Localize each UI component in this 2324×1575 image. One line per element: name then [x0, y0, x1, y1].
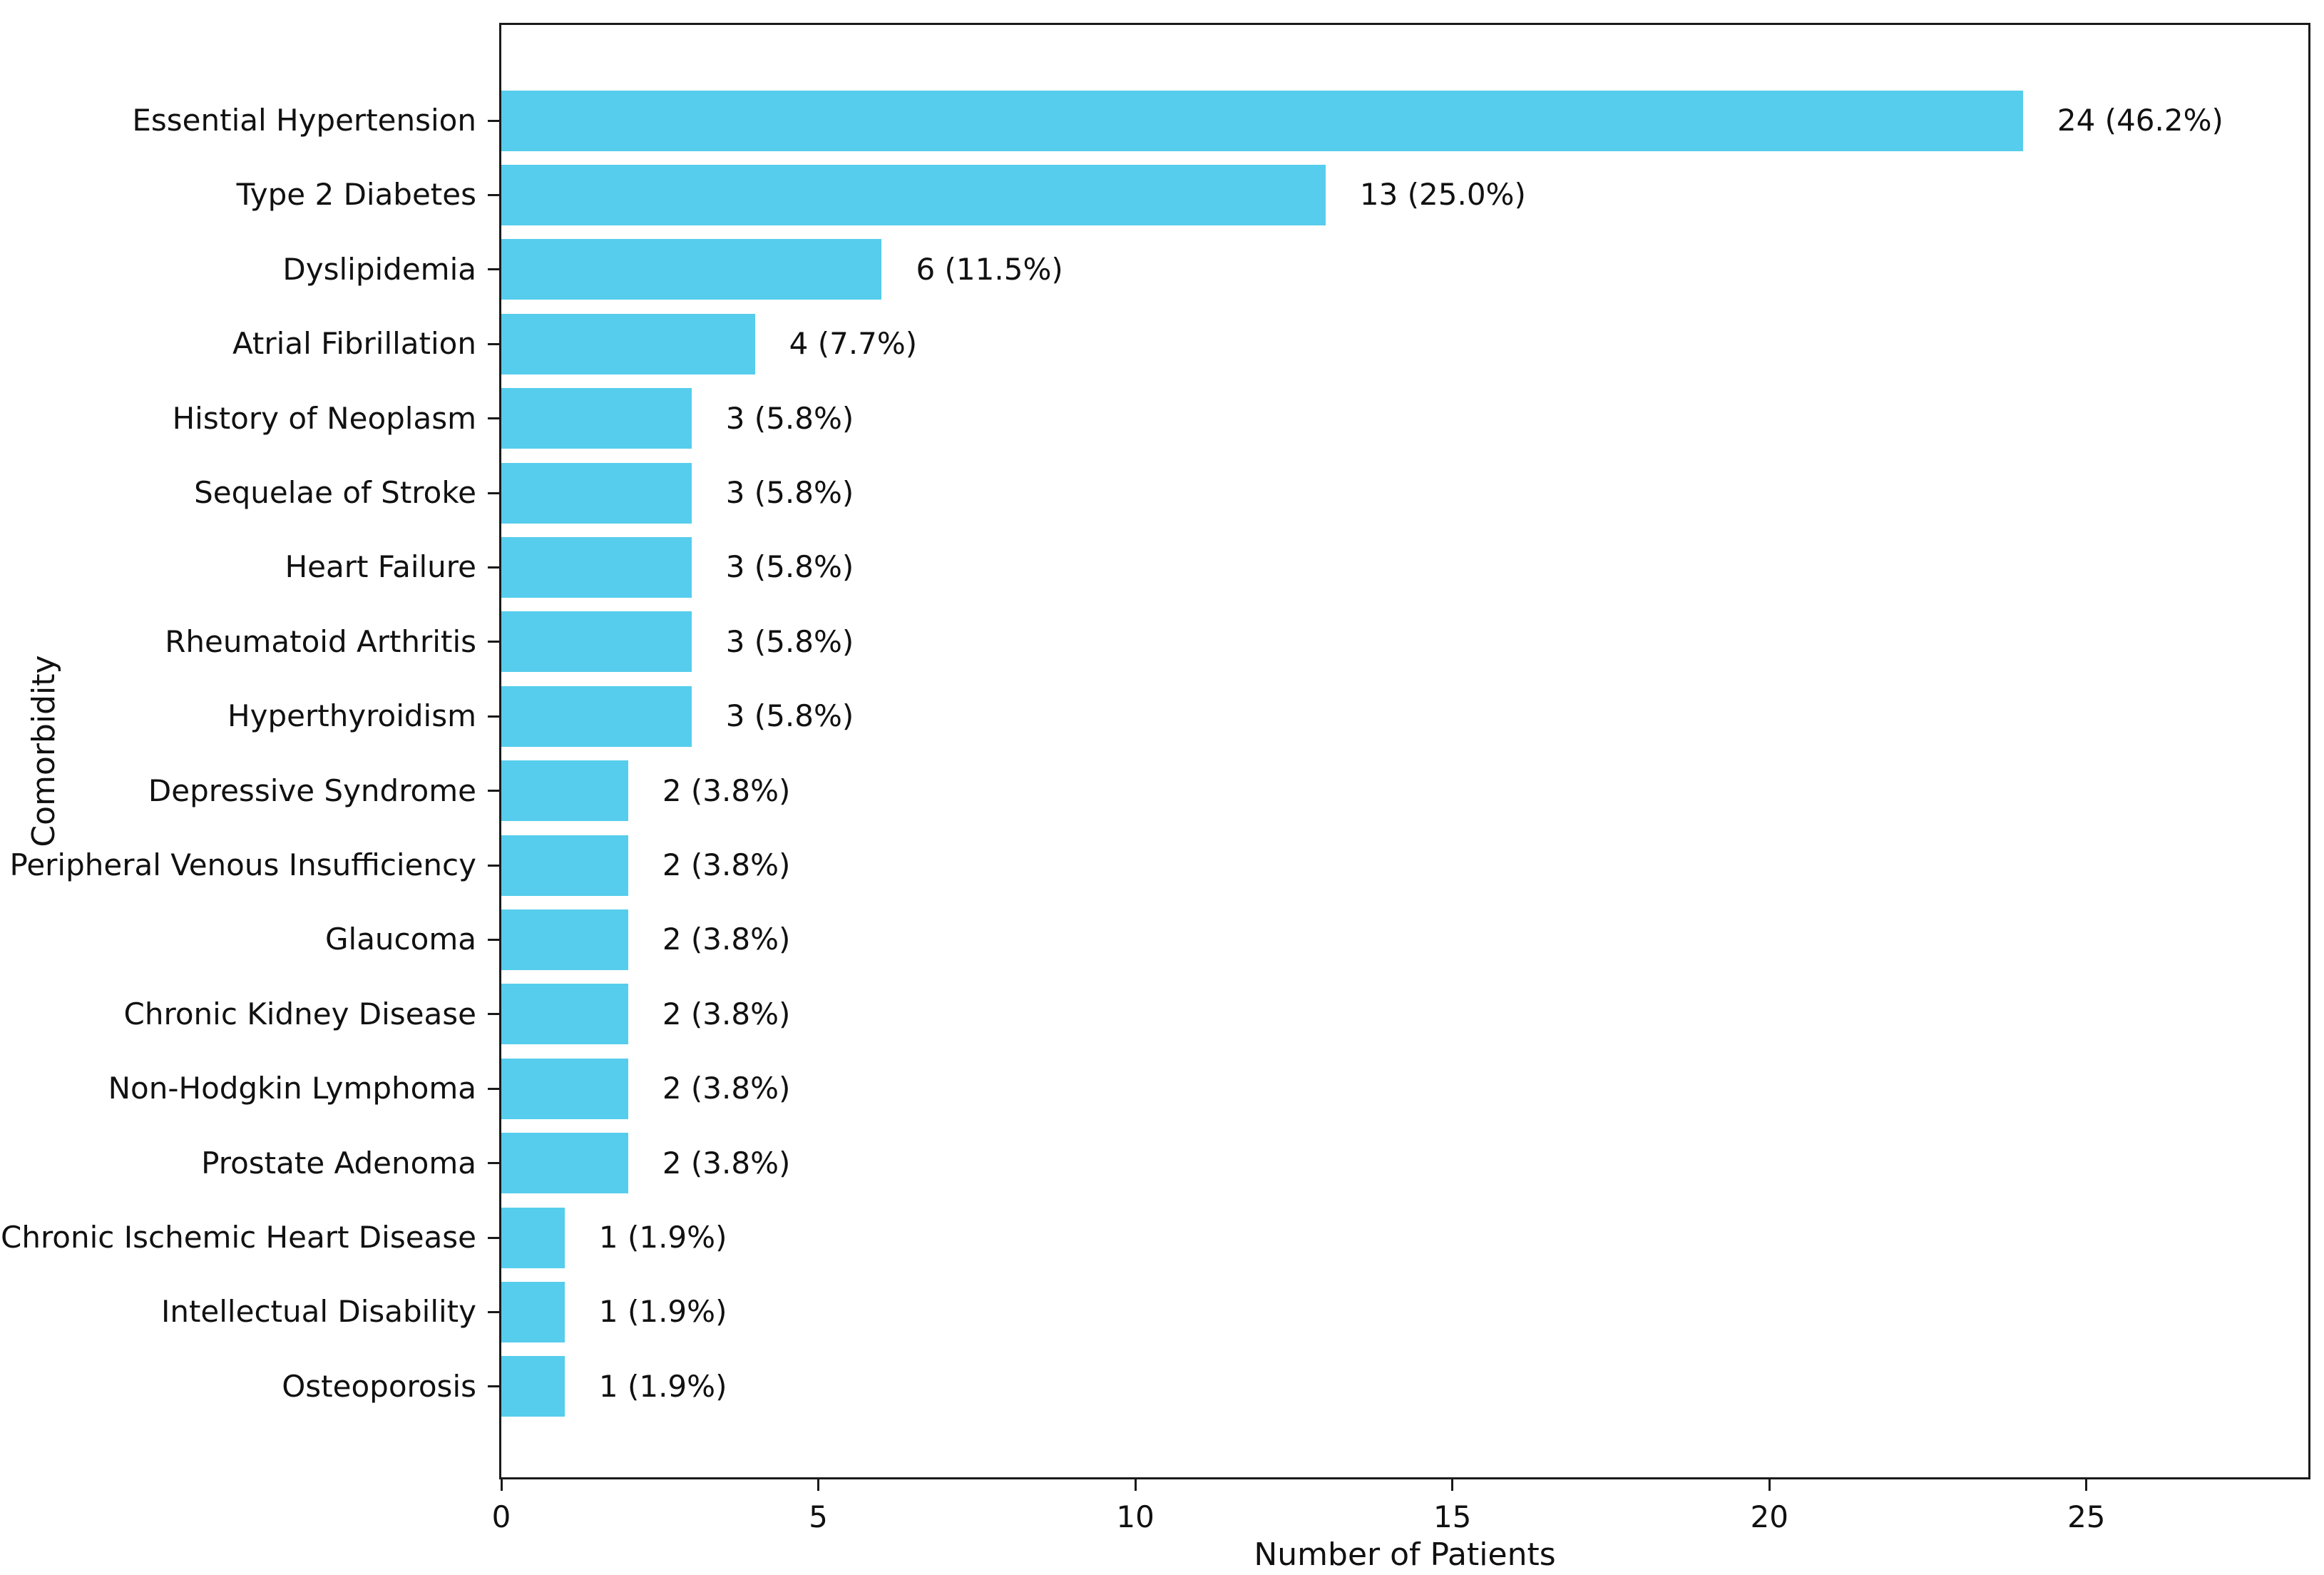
- y-axis-title: Comorbidity: [26, 655, 62, 847]
- x-axis-title: Number of Patients: [1254, 1536, 1556, 1573]
- bar: [501, 835, 628, 896]
- y-tick-label: Essential Hypertension: [132, 102, 476, 138]
- y-tick-mark: [488, 342, 499, 345]
- y-tick-mark: [488, 790, 499, 792]
- y-tick-mark: [488, 417, 499, 420]
- y-tick-mark: [488, 268, 499, 271]
- y-tick-mark: [488, 1236, 499, 1239]
- x-tick-label: 15: [1433, 1499, 1472, 1534]
- bar-value-label: 2 (3.8%): [662, 996, 791, 1031]
- bar: [501, 1356, 565, 1417]
- y-tick-label: Prostate Adenoma: [201, 1145, 476, 1181]
- bar-value-label: 1 (1.9%): [598, 1294, 727, 1330]
- bar: [501, 90, 2023, 151]
- bar: [501, 388, 692, 449]
- y-tick-label: Sequelae of Stroke: [194, 474, 476, 510]
- x-tick-mark: [817, 1479, 820, 1491]
- y-tick-mark: [488, 1013, 499, 1016]
- x-tick-mark: [2085, 1479, 2088, 1491]
- bar-value-label: 2 (3.8%): [662, 1071, 791, 1106]
- x-tick-label: 25: [2067, 1499, 2106, 1534]
- bar: [501, 1207, 565, 1268]
- x-tick-label: 10: [1116, 1499, 1155, 1534]
- y-tick-mark: [488, 715, 499, 718]
- y-tick-mark: [488, 1162, 499, 1165]
- bar: [501, 164, 1326, 225]
- bar: [501, 984, 628, 1045]
- bar: [501, 1281, 565, 1342]
- y-tick-mark: [488, 1310, 499, 1313]
- y-tick-mark: [488, 1087, 499, 1090]
- bar-value-label: 2 (3.8%): [662, 847, 791, 882]
- bar: [501, 313, 755, 374]
- y-tick-label: Atrial Fibrillation: [232, 325, 476, 361]
- bar: [501, 685, 692, 747]
- bar-value-label: 3 (5.8%): [725, 475, 854, 510]
- bar-value-label: 3 (5.8%): [725, 549, 854, 585]
- bar: [501, 760, 628, 822]
- bar-value-label: 1 (1.9%): [598, 1220, 727, 1255]
- bar-value-label: 3 (5.8%): [725, 698, 854, 734]
- y-tick-label: Hyperthyroidism: [227, 698, 476, 733]
- plot-area: 24 (46.2%) 13 (25.0%) 6 (11.5%) 4 (7.7%) 3 (…: [499, 23, 2310, 1479]
- y-tick-label: Depressive Syndrome: [148, 773, 476, 808]
- y-tick-mark: [488, 193, 499, 196]
- bar-value-label: 4 (7.7%): [789, 326, 918, 362]
- y-tick-mark: [488, 119, 499, 122]
- y-tick-mark: [488, 864, 499, 867]
- bar-value-label: 2 (3.8%): [662, 1145, 791, 1181]
- bar-value-label: 1 (1.9%): [598, 1368, 727, 1404]
- y-tick-mark: [488, 938, 499, 941]
- y-tick-mark: [488, 1385, 499, 1388]
- x-tick-mark: [1768, 1479, 1771, 1491]
- bar-value-label: 3 (5.8%): [725, 623, 854, 659]
- x-tick-label: 20: [1750, 1499, 1788, 1534]
- bar-value-label: 3 (5.8%): [725, 400, 854, 436]
- y-tick-label: Peripheral Venous Insufficiency: [9, 847, 476, 882]
- y-tick-label: Osteoporosis: [282, 1368, 476, 1404]
- bar: [501, 239, 882, 300]
- bar-value-label: 24 (46.2%): [2057, 103, 2223, 138]
- y-tick-mark: [488, 566, 499, 569]
- bar: [501, 462, 692, 524]
- x-tick-label: 5: [809, 1499, 828, 1534]
- x-tick-mark: [1134, 1479, 1137, 1491]
- y-tick-label: Glaucoma: [324, 922, 476, 957]
- y-tick-mark: [488, 491, 499, 494]
- y-tick-label: Chronic Ischemic Heart Disease: [1, 1219, 476, 1255]
- bar-value-label: 6 (11.5%): [916, 251, 1063, 287]
- y-tick-label: Dyslipidemia: [282, 251, 476, 287]
- y-tick-label: Non-Hodgkin Lymphoma: [108, 1070, 476, 1106]
- bar: [501, 909, 628, 970]
- x-tick-mark: [1451, 1479, 1454, 1491]
- y-tick-mark: [488, 641, 499, 643]
- y-tick-label: History of Neoplasm: [172, 400, 476, 436]
- y-tick-label: Chronic Kidney Disease: [123, 996, 476, 1031]
- bar: [501, 536, 692, 598]
- bar-value-label: 2 (3.8%): [662, 922, 791, 957]
- x-tick-mark: [500, 1479, 503, 1491]
- y-tick-label: Type 2 Diabetes: [236, 177, 476, 213]
- bar: [501, 1058, 628, 1119]
- y-tick-label: Intellectual Disability: [160, 1294, 476, 1330]
- bar-value-label: 2 (3.8%): [662, 773, 791, 808]
- bar: [501, 611, 692, 673]
- y-tick-label: Rheumatoid Arthritis: [165, 623, 476, 659]
- bar-value-label: 13 (25.0%): [1359, 177, 1526, 213]
- bar: [501, 1133, 628, 1194]
- y-tick-label: Heart Failure: [285, 549, 476, 585]
- x-tick-label: 0: [491, 1499, 511, 1534]
